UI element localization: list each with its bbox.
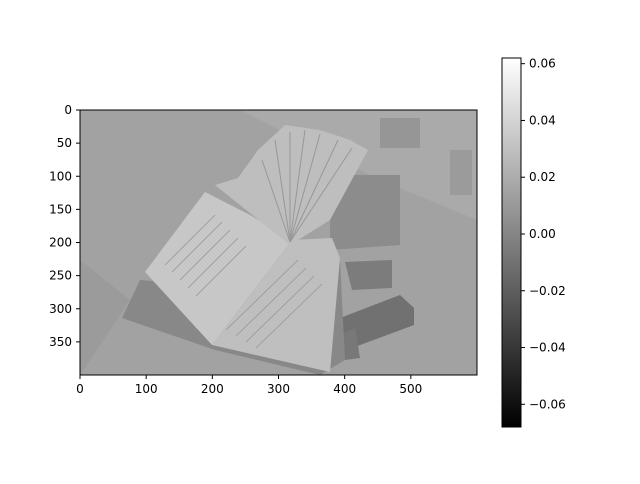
y-tick-label: 350 xyxy=(49,335,72,349)
colorbar-axis: −0.06 −0.04 −0.02 0.00 0.02 0.04 0.06 xyxy=(521,57,566,411)
y-tick-label: 50 xyxy=(57,136,72,150)
x-tick-label: 200 xyxy=(201,382,224,396)
colorbar-tick-label: −0.04 xyxy=(529,341,566,355)
x-tick-label: 500 xyxy=(399,382,422,396)
colorbar-tick-label: −0.06 xyxy=(529,397,566,411)
y-tick-label: 150 xyxy=(49,202,72,216)
image-area xyxy=(80,110,477,375)
x-tick-label: 300 xyxy=(267,382,290,396)
y-tick-label: 0 xyxy=(64,103,72,117)
colorbar-tick-label: 0.06 xyxy=(529,57,556,71)
y-axis: 0 50 100 150 200 250 300 350 xyxy=(49,103,80,349)
colorbar-tick-label: 0.02 xyxy=(529,170,556,184)
x-tick-label: 100 xyxy=(135,382,158,396)
x-tick-label: 400 xyxy=(333,382,356,396)
y-tick-label: 300 xyxy=(49,302,72,316)
colorbar-tick-label: −0.02 xyxy=(529,284,566,298)
y-tick-label: 200 xyxy=(49,236,72,250)
colorbar-tick-label: 0.00 xyxy=(529,227,556,241)
y-tick-label: 100 xyxy=(49,169,72,183)
image-noise xyxy=(80,110,477,375)
colorbar-tick-label: 0.04 xyxy=(529,113,556,127)
colorbar xyxy=(501,57,522,428)
y-tick-label: 250 xyxy=(49,269,72,283)
x-tick-label: 0 xyxy=(76,382,84,396)
x-axis: 0 100 200 300 400 500 xyxy=(76,375,422,396)
